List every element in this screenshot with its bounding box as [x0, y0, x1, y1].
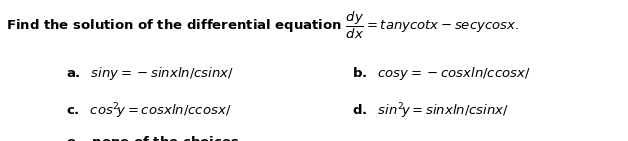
Text: $\mathbf{e.}$  none of the choices: $\mathbf{e.}$ none of the choices	[66, 135, 239, 141]
Text: $\mathbf{c.}$  $\it{cos}^2\!\it{y} = \it{cosx}\mathit{ln}/\it{ccosx}/$: $\mathbf{c.}$ $\it{cos}^2\!\it{y} = \it{…	[66, 102, 232, 121]
Text: $\mathbf{b.}$  $\it{cosy} = -\it{cosx}\mathit{ln}/\it{ccosx}/$: $\mathbf{b.}$ $\it{cosy} = -\it{cosx}\ma…	[352, 65, 531, 82]
Text: $\mathbf{d.}$  $\it{sin}^2\!\it{y} = \it{sinx}\mathit{ln}/\it{csinx}/$: $\mathbf{d.}$ $\it{sin}^2\!\it{y} = \it{…	[352, 102, 509, 121]
Text: $\mathbf{a.}$  $\it{siny} = -\it{sinx}\mathit{ln}/\it{csinx}/$: $\mathbf{a.}$ $\it{siny} = -\it{sinx}\ma…	[66, 65, 234, 82]
Text: Find the solution of the differential equation $\dfrac{dy}{dx} = tanycotx - secy: Find the solution of the differential eq…	[6, 10, 519, 41]
